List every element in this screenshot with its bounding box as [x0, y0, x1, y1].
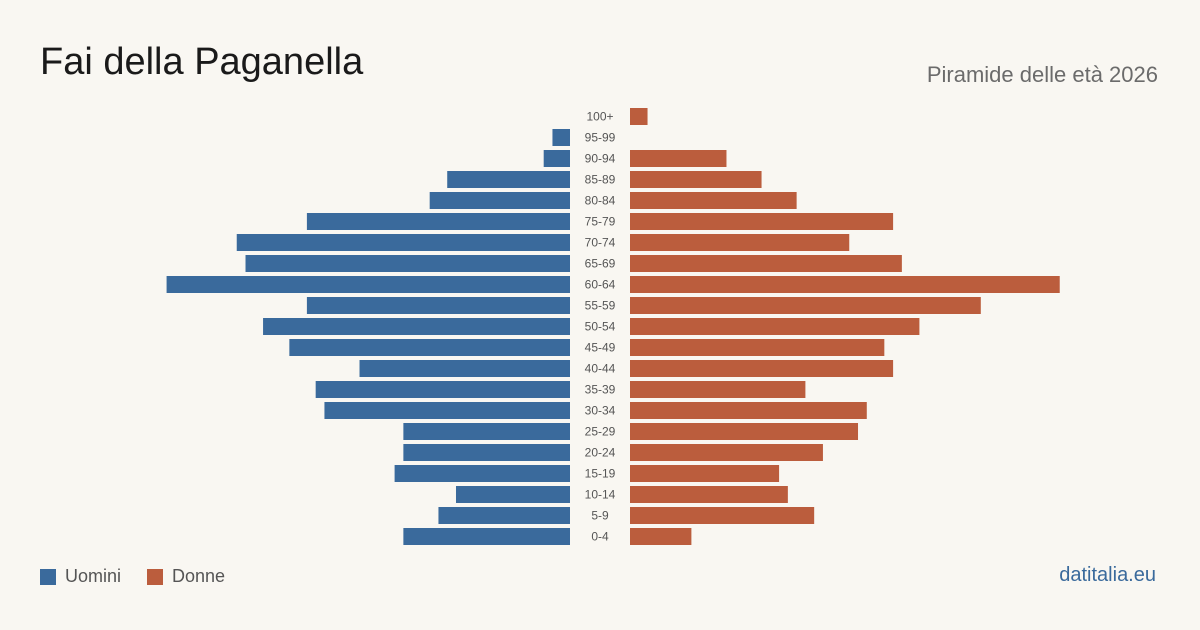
- bar-women-30-34: [630, 402, 867, 419]
- age-label-100+: 100+: [586, 110, 613, 124]
- bar-women-15-19: [630, 465, 780, 482]
- age-label-50-54: 50-54: [585, 320, 616, 334]
- bar-women-20-24: [630, 444, 823, 461]
- age-label-60-64: 60-64: [585, 278, 616, 292]
- chart-title: Fai della Paganella: [40, 41, 364, 83]
- source-link[interactable]: datitalia.eu: [1059, 564, 1156, 586]
- age-label-80-84: 80-84: [585, 194, 616, 208]
- bar-women-75-79: [630, 213, 894, 230]
- bar-men-5-9: [438, 507, 570, 524]
- bar-women-0-4: [630, 528, 692, 545]
- bar-women-70-74: [630, 234, 850, 251]
- legend-swatch-women: [147, 568, 164, 585]
- age-label-65-69: 65-69: [585, 257, 616, 271]
- bar-women-50-54: [630, 318, 920, 335]
- age-label-15-19: 15-19: [585, 467, 616, 481]
- bar-women-45-49: [630, 339, 885, 356]
- bar-men-30-34: [324, 402, 570, 419]
- age-label-0-4: 0-4: [591, 530, 609, 544]
- bar-men-55-59: [306, 297, 570, 314]
- bar-men-65-69: [245, 255, 570, 272]
- age-label-85-89: 85-89: [585, 173, 616, 187]
- legend-swatch-men: [40, 568, 56, 585]
- bar-women-10-14: [630, 486, 788, 503]
- bar-women-5-9: [630, 507, 815, 524]
- bar-women-40-44: [630, 360, 894, 377]
- bar-men-60-64: [166, 276, 570, 293]
- bar-men-25-29: [403, 423, 570, 440]
- age-label-35-39: 35-39: [585, 383, 616, 397]
- age-label-5-9: 5-9: [591, 509, 609, 523]
- legend-item-women: Donne: [147, 566, 225, 587]
- bar-women-35-39: [630, 381, 806, 398]
- bar-women-100+: [630, 108, 648, 125]
- age-label-55-59: 55-59: [585, 299, 616, 313]
- bar-women-55-59: [630, 297, 981, 314]
- bar-men-20-24: [403, 444, 570, 461]
- bar-women-80-84: [630, 192, 797, 209]
- bar-women-60-64: [630, 276, 1060, 293]
- bar-women-25-29: [630, 423, 859, 440]
- age-label-95-99: 95-99: [585, 131, 616, 145]
- bar-men-45-49: [289, 339, 570, 356]
- bar-men-50-54: [263, 318, 570, 335]
- age-label-75-79: 75-79: [585, 215, 616, 229]
- chart-subtitle: Piramide delle età 2026: [926, 62, 1158, 87]
- age-label-70-74: 70-74: [585, 236, 616, 250]
- bar-men-40-44: [359, 360, 570, 377]
- bar-men-85-89: [447, 171, 570, 188]
- age-label-20-24: 20-24: [585, 446, 616, 460]
- age-label-40-44: 40-44: [585, 362, 616, 376]
- legend: Uomini Donne: [40, 566, 251, 587]
- legend-label-women: Donne: [172, 566, 226, 586]
- age-label-90-94: 90-94: [585, 152, 616, 166]
- bar-men-75-79: [306, 213, 570, 230]
- legend-label-men: Uomini: [65, 566, 122, 586]
- bar-men-35-39: [315, 381, 570, 398]
- bar-women-65-69: [630, 255, 902, 272]
- age-label-45-49: 45-49: [585, 341, 616, 355]
- bar-men-90-94: [543, 150, 570, 167]
- bar-men-70-74: [236, 234, 571, 251]
- bar-men-80-84: [429, 192, 570, 209]
- bar-men-95-99: [552, 129, 570, 146]
- age-label-25-29: 25-29: [585, 425, 616, 439]
- bar-men-15-19: [394, 465, 570, 482]
- bar-men-10-14: [455, 486, 570, 503]
- bar-men-0-4: [403, 528, 570, 545]
- age-label-30-34: 30-34: [585, 404, 616, 418]
- age-label-10-14: 10-14: [585, 488, 616, 502]
- bar-women-85-89: [630, 171, 762, 188]
- legend-item-men: Uomini: [40, 566, 121, 587]
- bar-women-90-94: [630, 150, 727, 167]
